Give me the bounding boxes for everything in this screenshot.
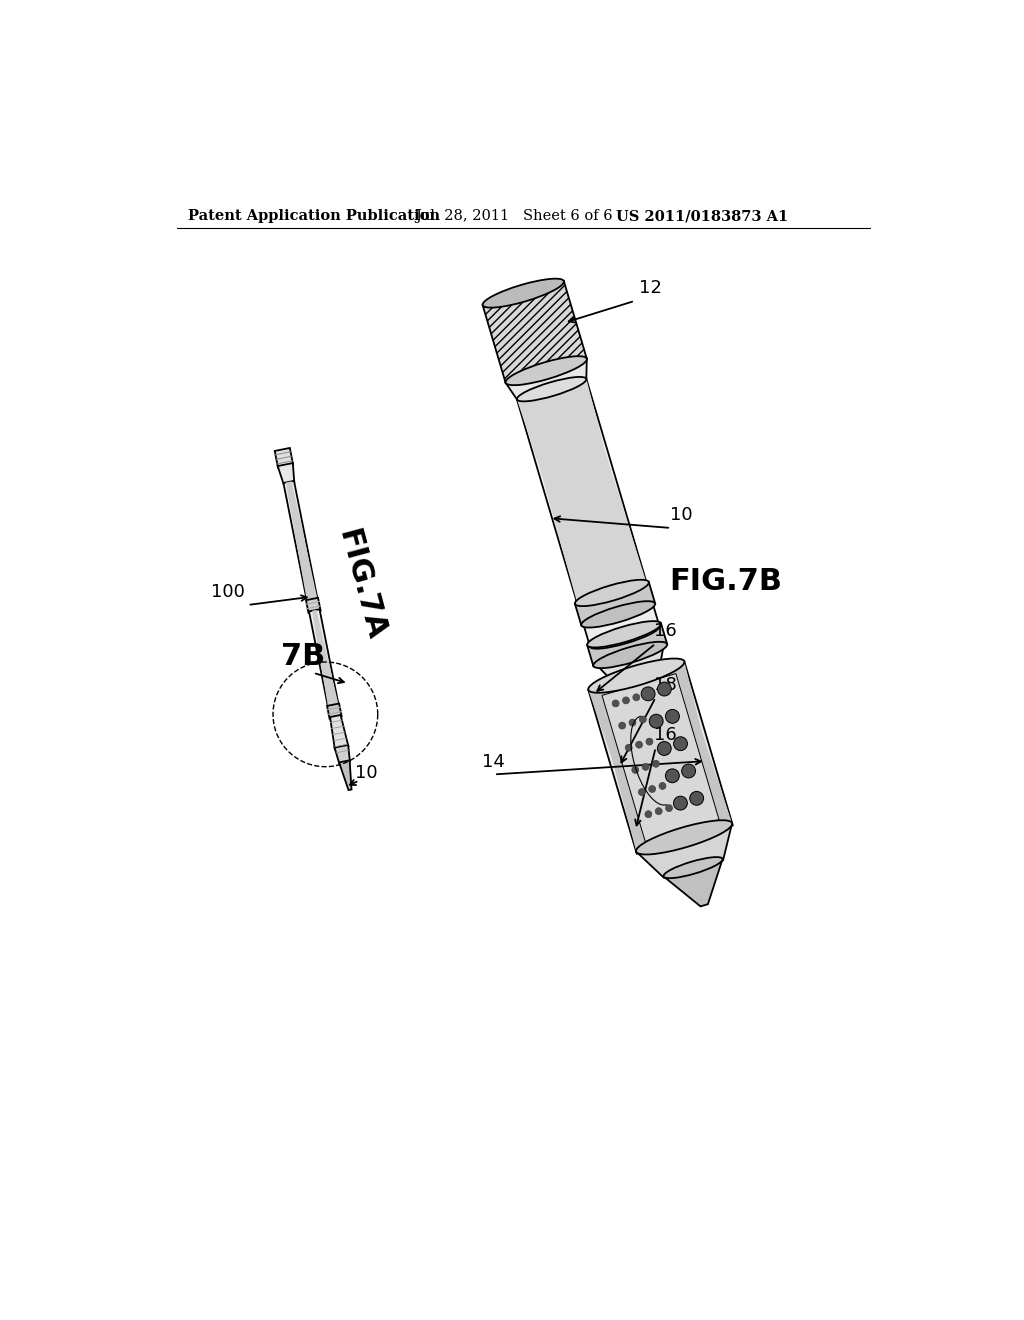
Polygon shape [309,610,339,708]
Polygon shape [517,379,641,605]
Polygon shape [335,744,350,764]
Polygon shape [482,281,587,383]
Polygon shape [583,602,659,647]
Text: 100: 100 [211,583,246,602]
Polygon shape [517,379,647,606]
Polygon shape [589,661,733,854]
Polygon shape [327,704,342,719]
Ellipse shape [593,642,668,668]
Circle shape [612,700,620,708]
Polygon shape [664,859,723,907]
Polygon shape [278,463,294,484]
Polygon shape [274,447,293,467]
Circle shape [657,682,672,696]
Circle shape [632,767,639,774]
Text: 10: 10 [670,507,692,524]
Ellipse shape [664,857,723,878]
Circle shape [639,715,646,723]
Ellipse shape [517,378,587,401]
Polygon shape [589,661,725,851]
Circle shape [633,694,640,701]
Circle shape [629,719,636,726]
Circle shape [618,722,626,729]
Text: 16: 16 [654,622,677,640]
Ellipse shape [588,659,684,693]
Circle shape [638,788,645,796]
Ellipse shape [506,356,587,385]
Polygon shape [602,673,719,842]
Text: 10: 10 [355,764,378,783]
Polygon shape [574,582,655,626]
Polygon shape [594,663,733,854]
Circle shape [652,760,659,767]
Circle shape [642,763,649,771]
Polygon shape [339,760,351,791]
Text: 7B: 7B [281,642,325,671]
Circle shape [682,764,695,777]
Circle shape [674,737,687,751]
Ellipse shape [574,579,649,606]
Circle shape [649,714,664,729]
Ellipse shape [482,279,564,308]
Ellipse shape [587,622,662,648]
Polygon shape [506,359,587,400]
Ellipse shape [590,624,659,648]
Circle shape [666,805,673,812]
Polygon shape [636,824,732,878]
Text: US 2011/0183873 A1: US 2011/0183873 A1 [615,209,787,223]
Polygon shape [330,715,348,750]
Circle shape [636,742,642,748]
Text: FIG.7A: FIG.7A [333,525,390,643]
Circle shape [626,744,632,751]
Circle shape [674,796,687,810]
Polygon shape [286,482,317,602]
Circle shape [666,709,679,723]
Circle shape [623,697,630,704]
Text: Jul. 28, 2011   Sheet 6 of 6: Jul. 28, 2011 Sheet 6 of 6 [416,209,613,223]
Text: 14: 14 [482,752,505,771]
Text: Patent Application Publication: Patent Application Publication [188,209,440,223]
Ellipse shape [636,820,732,854]
Polygon shape [595,643,665,684]
Polygon shape [520,380,647,606]
Circle shape [657,742,671,755]
Circle shape [666,768,679,783]
Polygon shape [284,480,317,602]
Circle shape [655,808,663,814]
Circle shape [690,792,703,805]
Text: 18: 18 [654,676,677,694]
Polygon shape [306,598,321,612]
Ellipse shape [582,601,655,627]
Text: FIG.7B: FIG.7B [670,566,782,595]
Polygon shape [312,610,339,708]
Circle shape [641,686,655,701]
Text: 16: 16 [654,726,677,743]
Circle shape [645,810,652,817]
Circle shape [648,785,655,792]
Circle shape [659,783,666,789]
Circle shape [646,738,653,744]
Polygon shape [587,623,667,665]
Text: 12: 12 [639,279,662,297]
